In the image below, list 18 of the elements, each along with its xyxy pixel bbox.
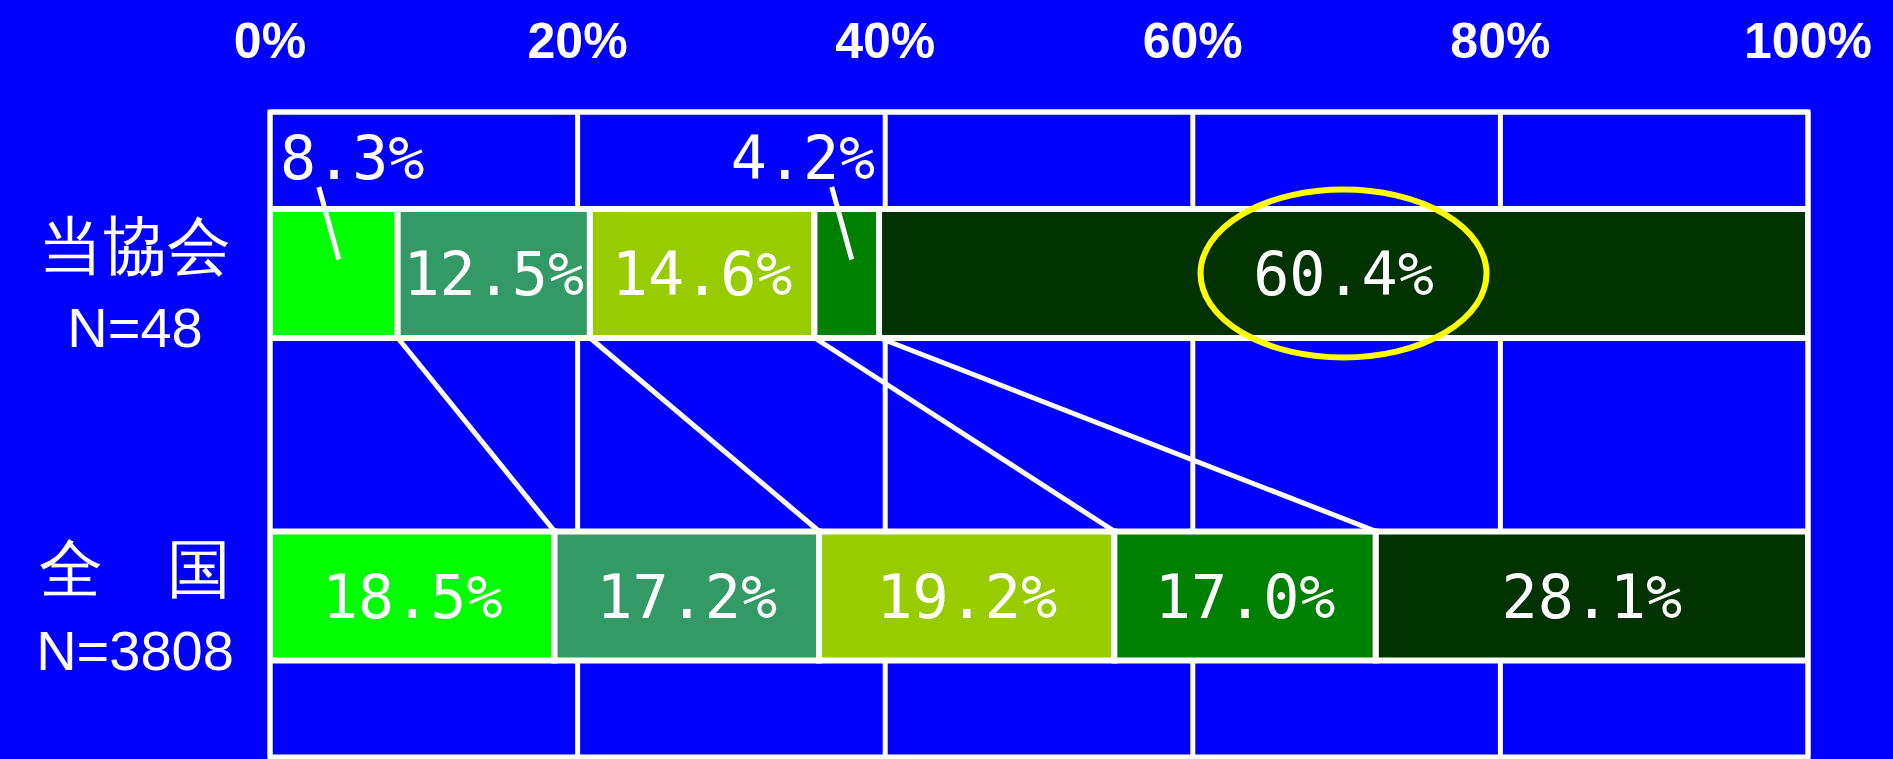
x-tick-label: 100% bbox=[1744, 13, 1872, 69]
data-label: 60.4% bbox=[1253, 239, 1434, 310]
data-label: 18.5% bbox=[321, 561, 503, 632]
y-tick-label: 当協会 N=48 bbox=[39, 210, 231, 360]
data-label: 17.2% bbox=[596, 561, 778, 632]
data-label: 4.2% bbox=[730, 123, 876, 193]
x-tick-label: 80% bbox=[1450, 13, 1551, 69]
x-tick-label: 0% bbox=[233, 13, 307, 69]
data-label: 14.6% bbox=[611, 239, 793, 310]
data-label: 8.3% bbox=[279, 123, 425, 193]
data-label: 17.0% bbox=[1154, 561, 1336, 632]
x-tick-label: 20% bbox=[527, 13, 628, 69]
data-label: 19.2% bbox=[876, 561, 1058, 632]
data-label: 28.1% bbox=[1501, 561, 1683, 632]
y-tick-label: 全 国 N=3808 bbox=[36, 532, 234, 682]
data-label: 12.5% bbox=[403, 239, 585, 310]
x-tick-label: 40% bbox=[835, 13, 936, 69]
x-tick-label: 60% bbox=[1142, 13, 1243, 69]
